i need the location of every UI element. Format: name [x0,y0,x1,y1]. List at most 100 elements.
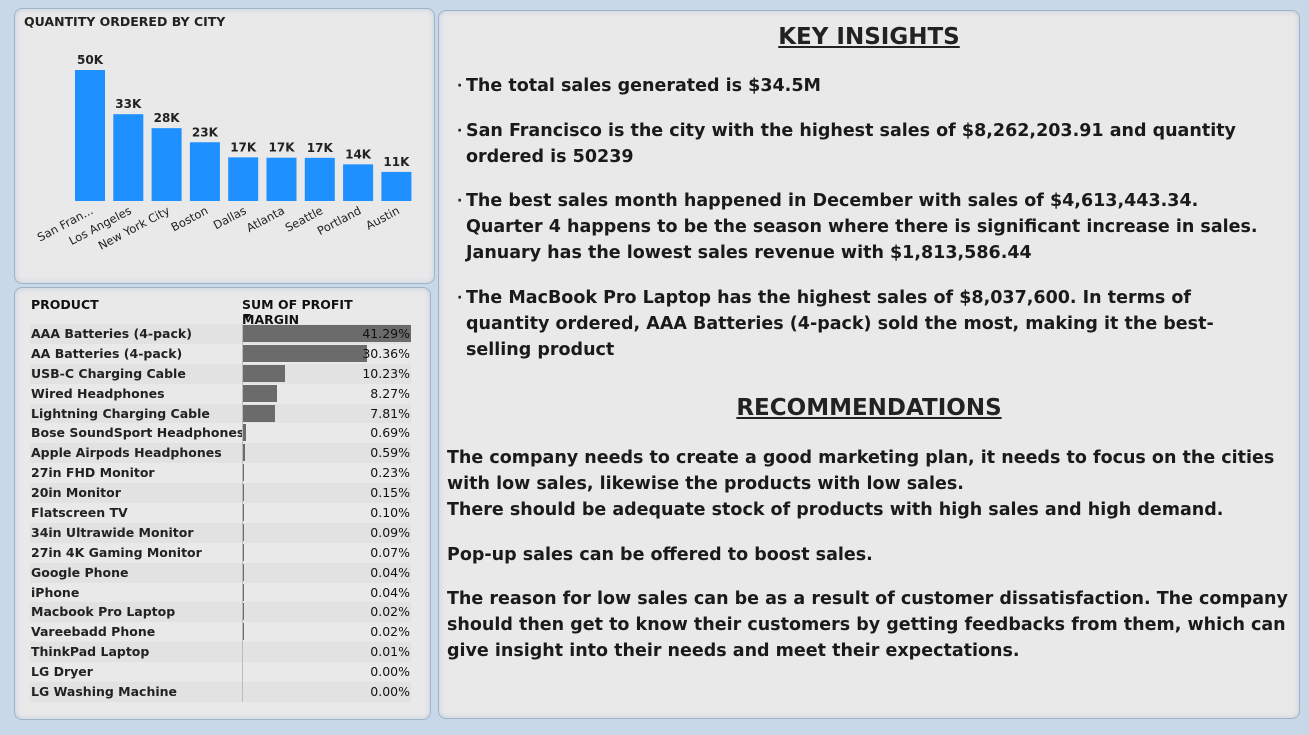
category-tick-label: Atlanta [244,203,287,235]
product-name: iPhone [31,584,80,600]
table-row[interactable]: 27in FHD Monitor 0.23% [30,463,411,484]
table-row[interactable]: AA Batteries (4-pack) 30.36% [30,343,411,364]
profit-margin-value: 0.00% [370,664,410,680]
quantity-by-city-chart-panel: QUANTITY ORDERED BY CITY 50K San Fran... 3… [14,8,435,284]
profit-margin-bar [243,424,246,442]
product-name: 20in Monitor [31,485,121,501]
data-label: 50K [77,53,104,67]
bullet-icon: · [457,193,463,209]
table-row[interactable]: LG Dryer 0.00% [30,662,411,683]
profit-margin-cell: 10.23% [242,363,411,384]
bar-atlanta[interactable] [266,157,297,201]
table-row[interactable]: iPhone 0.04% [30,582,411,603]
chart-title: QUANTITY ORDERED BY CITY [24,14,226,29]
table-row[interactable]: 20in Monitor 0.15% [30,483,411,504]
column-header-profit-margin[interactable]: SUM OF PROFIT MARGIN [242,297,353,327]
table-row[interactable]: 27in 4K Gaming Monitor 0.07% [30,542,411,563]
profit-margin-cell: 0.00% [242,682,411,702]
bullet-icon: · [457,290,463,306]
profit-margin-bar [243,364,285,382]
profit-margin-value: 0.07% [370,544,410,560]
insight-item: · The best sales month happened in Decem… [457,188,1277,266]
profit-margin-cell: 0.04% [242,582,411,603]
profit-margin-cell: 0.04% [242,562,411,583]
bar-seattle[interactable] [304,157,335,201]
bar-boston[interactable] [189,142,220,201]
bar-dallas[interactable] [228,157,259,201]
insight-item: · The MacBook Pro Laptop has the highest… [457,285,1277,363]
profit-margin-bar [243,325,411,342]
insight-text: San Francisco is the city with the highe… [466,121,1236,167]
profit-margin-bar [243,344,367,362]
table-row[interactable]: AAA Batteries (4-pack) 41.29% [30,324,411,344]
bar-los-angeles[interactable] [113,114,144,201]
table-row[interactable]: USB-C Charging Cable 10.23% [30,363,411,384]
profit-margin-value: 0.59% [370,445,410,461]
product-name: LG Dryer [31,664,93,680]
insight-item: · The total sales generated is $34.5M [457,73,1277,99]
bullet-icon: · [457,78,463,94]
product-name: 34in Ultrawide Monitor [31,524,194,540]
sort-descending-icon[interactable] [243,314,251,319]
insight-text: The best sales month happened in Decembe… [466,191,1258,263]
data-label: 23K [192,125,219,139]
data-label: 28K [154,111,181,125]
product-name: Google Phone [31,564,129,580]
table-header: PRODUCT SUM OF PROFIT MARGIN [31,297,411,327]
bar-san-fran[interactable] [75,70,105,201]
profit-margin-value: 0.00% [370,684,410,700]
data-label: 17K [307,141,334,155]
product-name: Vareebadd Phone [31,624,156,640]
table-row[interactable]: Bose SoundSport Headphones 0.69% [30,423,411,444]
table-row[interactable]: LG Washing Machine 0.00% [30,682,411,702]
table-row[interactable]: Wired Headphones 8.27% [30,383,411,404]
profit-margin-value: 8.27% [370,385,410,401]
data-label: 17K [230,140,257,154]
bar-austin[interactable] [381,171,412,201]
product-name: Bose SoundSport Headphones [31,425,245,441]
recommendations-heading: RECOMMENDATIONS [736,395,1002,421]
profit-margin-value: 0.69% [370,425,410,441]
product-name: Macbook Pro Laptop [31,604,176,620]
table-row[interactable]: Google Phone 0.04% [30,562,411,583]
profit-margin-cell: 0.09% [242,522,411,543]
profit-margin-cell: 0.02% [242,602,411,623]
data-label: 33K [115,97,142,111]
recommendation-text: There should be adequate stock of produc… [447,500,1224,520]
recommendation-paragraph: The reason for low sales can be as a res… [447,589,1288,661]
insight-item: · San Francisco is the city with the hig… [457,118,1277,170]
profit-margin-bar [243,464,244,482]
profit-margin-value: 30.36% [362,345,410,361]
profit-margin-cell: 0.00% [242,662,411,683]
data-label: 14K [345,147,372,161]
bar-portland[interactable] [343,164,374,201]
profit-margin-cell: 0.59% [242,443,411,464]
category-tick-label: Dallas [211,203,249,232]
table-row[interactable]: Apple Airpods Headphones 0.59% [30,443,411,464]
profit-margin-cell: 8.27% [242,383,411,404]
bar-new-york-city[interactable] [151,128,182,201]
profit-margin-cell: 30.36% [242,343,411,364]
profit-margin-value: 0.23% [370,465,410,481]
table-row[interactable]: Lightning Charging Cable 7.81% [30,403,411,424]
table-row[interactable]: 34in Ultrawide Monitor 0.09% [30,522,411,543]
data-label: 11K [383,155,410,169]
recommendation-paragraph: Pop-up sales can be offered to boost sal… [447,545,873,565]
table-row[interactable]: Vareebadd Phone 0.02% [30,622,411,643]
profit-margin-cell: 0.69% [242,423,411,444]
column-header-product[interactable]: PRODUCT [31,297,99,312]
product-name: ThinkPad Laptop [31,644,150,660]
profit-margin-cell: 0.01% [242,642,411,663]
table-row[interactable]: ThinkPad Laptop 0.01% [30,642,411,663]
table-row[interactable]: Flatscreen TV 0.10% [30,503,411,523]
profit-margin-bar [243,404,275,422]
product-name: Apple Airpods Headphones [31,445,222,461]
profit-margin-cell: 0.23% [242,463,411,484]
product-name: LG Washing Machine [31,684,178,700]
data-label: 17K [269,141,296,155]
profit-margin-table-panel: PRODUCT SUM OF PROFIT MARGIN AAA Batteri… [14,287,431,720]
category-tick-label: Boston [169,203,211,234]
table-row[interactable]: Macbook Pro Laptop 0.02% [30,602,411,623]
profit-margin-bar [243,444,246,462]
